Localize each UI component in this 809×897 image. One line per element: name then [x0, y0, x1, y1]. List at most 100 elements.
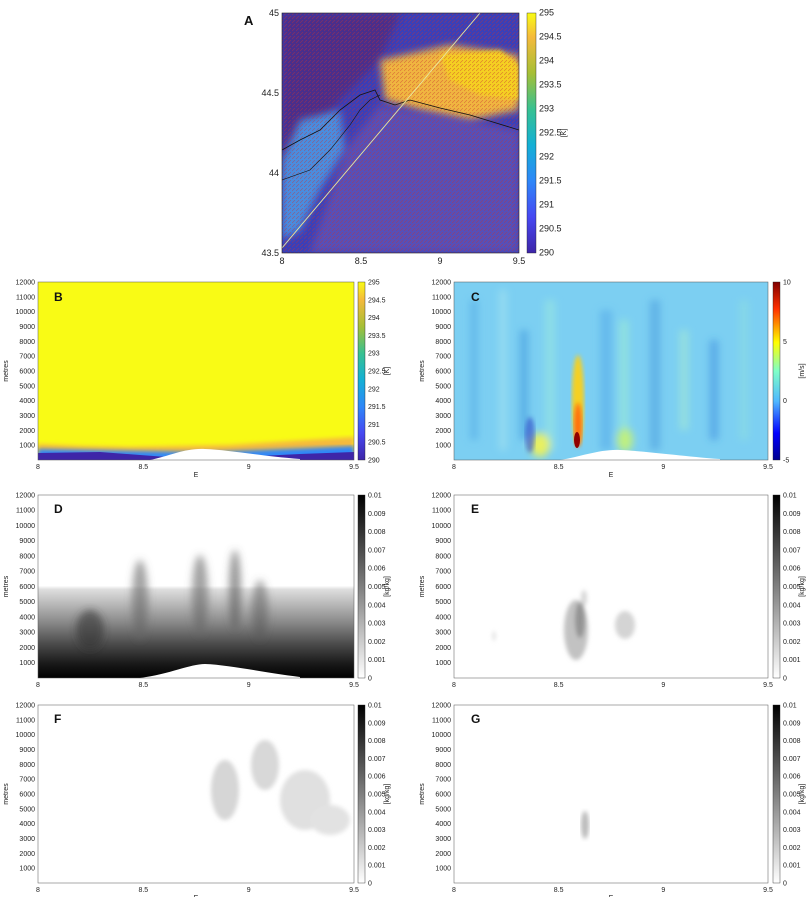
- y-tick-label: 7000: [435, 777, 451, 784]
- colorbar-tick-label: 293.5: [368, 333, 386, 340]
- colorbar-tick-label: 0.007: [368, 547, 386, 554]
- colorbar-tick-label: 294: [539, 56, 554, 66]
- y-tick-label: 5000: [435, 383, 451, 390]
- y-tick-label: 3000: [19, 413, 35, 420]
- colorbar-tick-label: 0.003: [783, 827, 801, 834]
- y-tick-label: 9000: [435, 324, 451, 331]
- y-tick-label: 6000: [19, 368, 35, 375]
- colorbar-tick-label: 0.001: [368, 863, 386, 870]
- x-tick-label: 8.5: [554, 887, 564, 894]
- y-tick-label: 8000: [19, 553, 35, 560]
- colorbar-d: [357, 494, 366, 679]
- y-tick-label: 3000: [435, 630, 451, 637]
- y-tick-label: 11000: [432, 717, 451, 724]
- colorbar-tick-label: 0: [783, 398, 787, 405]
- colorbar-tick-label: 0.007: [783, 547, 801, 554]
- y-axis-label: metres: [3, 783, 10, 805]
- y-tick-label: 12000: [16, 702, 36, 709]
- coastline: [282, 89, 519, 151]
- y-axis-label: metres: [3, 575, 10, 597]
- y-tick-label: 5000: [19, 383, 35, 390]
- colorbar-unit-label: [K]: [384, 367, 391, 376]
- plot-frame-c: [453, 281, 769, 461]
- y-tick-label: 9000: [435, 538, 451, 545]
- colorbar-unit-label: [kg/kg]: [384, 576, 391, 597]
- x-tick-label: 8: [279, 256, 284, 266]
- map-frame: [281, 12, 520, 254]
- y-tick-label: 6000: [19, 584, 35, 591]
- colorbar-tick-label: 0: [368, 676, 372, 683]
- panel-letter-c: C: [471, 290, 480, 304]
- x-tick-label: 8.5: [355, 256, 368, 266]
- y-tick-label: 6000: [435, 584, 451, 591]
- colorbar-e: [772, 494, 781, 679]
- colorbar-c: [772, 281, 781, 461]
- plot-frame-g: [453, 704, 769, 884]
- plot-frame-e: [453, 494, 769, 679]
- colorbar-tick-label: 291: [539, 200, 554, 210]
- panel-letter-b: B: [54, 290, 63, 304]
- colorbar-tick-label: 293: [368, 351, 380, 358]
- velocity-streaks: [470, 290, 748, 457]
- colorbar-tick-label: 0.009: [368, 511, 386, 518]
- colorbar-unit-label: [kg/kg]: [384, 784, 391, 805]
- colorbar-tick-label: 0.006: [783, 566, 801, 573]
- y-tick-label: 10000: [16, 523, 36, 530]
- y-tick-label: 11000: [16, 508, 35, 515]
- y-tick-label: 6000: [435, 791, 451, 798]
- colorbar-tick-label: 291: [368, 422, 380, 429]
- y-tick-label: 45: [269, 8, 279, 18]
- y-tick-label: 1000: [435, 866, 451, 873]
- panel-b: B: [37, 281, 366, 461]
- y-tick-label: 10000: [432, 523, 452, 530]
- x-axis-label: E: [609, 472, 614, 479]
- x-tick-label: 8.5: [138, 887, 148, 894]
- colorbar-unit-label: [kg/kg]: [799, 784, 806, 805]
- y-tick-label: 6000: [435, 368, 451, 375]
- x-tick-label: 8.5: [138, 464, 148, 471]
- panel-letter-e: E: [471, 502, 479, 516]
- colorbar-unit-label: [kg/kg]: [799, 576, 806, 597]
- y-tick-label: 5000: [19, 599, 35, 606]
- graupel-patch: [581, 811, 589, 839]
- y-tick-label: 9000: [435, 747, 451, 754]
- colorbar-tick-label: 0.005: [368, 584, 386, 591]
- colorbar-b: [357, 281, 366, 461]
- colorbar-tick-label: 0.001: [368, 657, 386, 664]
- ice-patches: [211, 740, 350, 835]
- y-tick-label: 7000: [19, 569, 35, 576]
- y-tick-label: 2000: [19, 428, 35, 435]
- x-tick-label: 9: [437, 256, 442, 266]
- colorbar-unit-label: [m/s]: [799, 363, 806, 378]
- colorbar-tick-label: 10: [783, 280, 791, 287]
- x-tick-label: 8: [452, 682, 456, 689]
- colorbar-tick-label: 0.008: [783, 529, 801, 536]
- colorbar-tick-label: 0.001: [783, 863, 801, 870]
- colorbar-tick-label: 290: [368, 458, 380, 465]
- y-tick-label: 12000: [432, 492, 452, 499]
- x-tick-label: 9: [247, 464, 251, 471]
- x-tick-label: 9: [661, 682, 665, 689]
- y-tick-label: 3000: [19, 836, 35, 843]
- colorbar-tick-label: 295: [368, 280, 380, 287]
- x-tick-label: 9.5: [763, 464, 773, 471]
- y-tick-label: 6000: [19, 791, 35, 798]
- x-tick-label: 9.5: [763, 887, 773, 894]
- warm-field: [38, 282, 354, 460]
- y-tick-label: 1000: [435, 660, 451, 667]
- y-tick-label: 4000: [435, 614, 451, 621]
- x-tick-label: 9.5: [349, 682, 359, 689]
- colorbar-tick-label: 290.5: [368, 440, 386, 447]
- colorbar-tick-label: 292.5: [539, 128, 562, 138]
- colorbar-tick-label: 292: [539, 152, 554, 162]
- y-tick-label: 11000: [432, 294, 451, 301]
- x-tick-label: 8: [36, 682, 40, 689]
- colorbar-tick-label: 0.006: [368, 566, 386, 573]
- y-tick-label: 44: [269, 168, 279, 178]
- y-tick-label: 11000: [16, 717, 35, 724]
- y-tick-label: 10000: [16, 309, 36, 316]
- x-tick-label: 8.5: [554, 682, 564, 689]
- x-axis-label: E: [194, 472, 199, 479]
- colorbar-tick-label: 0.005: [368, 792, 386, 799]
